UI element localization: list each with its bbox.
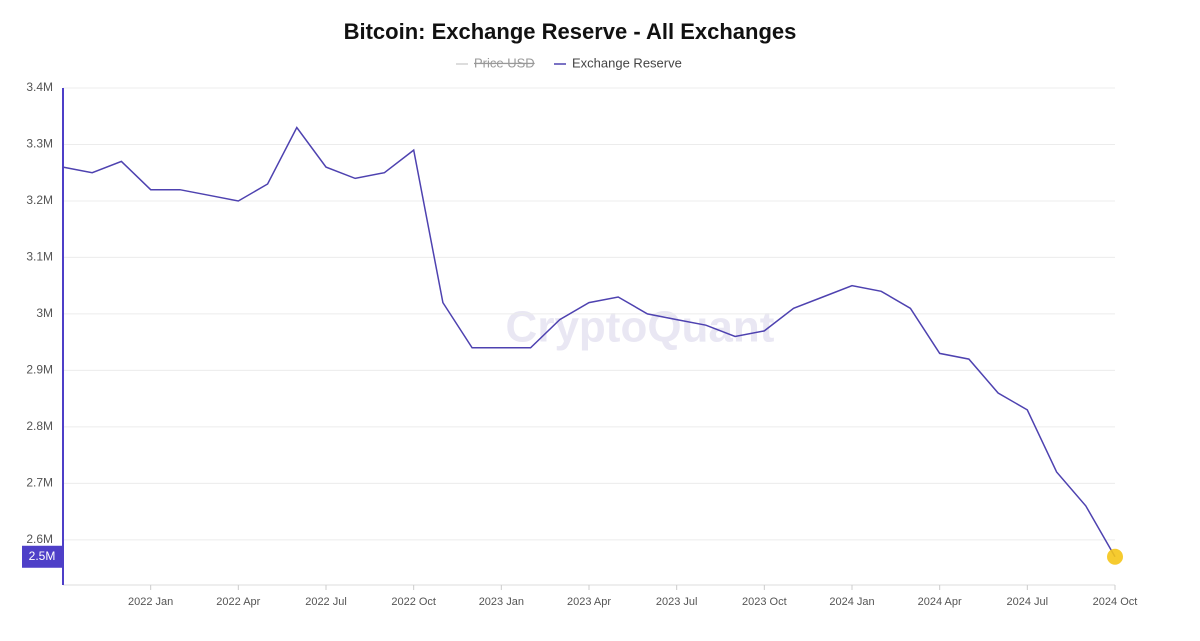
y-tick-label: 2.6M	[26, 532, 53, 546]
x-tick-label: 2023 Apr	[567, 596, 611, 608]
x-tick-label: 2024 Jul	[1007, 596, 1049, 608]
legend-label[interactable]: Price USD	[474, 55, 535, 70]
x-tick-label: 2023 Oct	[742, 596, 787, 608]
y-tick-label: 3.1M	[26, 250, 53, 264]
x-tick-label: 2023 Jan	[479, 596, 524, 608]
crosshair-label: 2.5M	[29, 549, 56, 563]
y-tick-label: 3.2M	[26, 193, 53, 207]
y-tick-label: 3.4M	[26, 80, 53, 94]
y-tick-label: 3M	[36, 306, 53, 320]
y-tick-label: 3.3M	[26, 137, 53, 151]
crosshair-box	[22, 545, 63, 568]
x-tick-label: 2024 Oct	[1093, 596, 1138, 608]
line-series	[62, 126, 1116, 558]
x-tick-label: 2022 Jan	[128, 596, 173, 608]
watermark: CryptoQuant	[506, 303, 775, 352]
x-tick-label: 2022 Apr	[216, 596, 260, 608]
legend-label[interactable]: Exchange Reserve	[572, 55, 682, 70]
x-tick-label: 2022 Oct	[391, 596, 436, 608]
y-tick-label: 2.7M	[26, 476, 53, 490]
x-tick-label: 2024 Apr	[918, 596, 962, 608]
x-tick-label: 2022 Jul	[305, 596, 347, 608]
y-tick-label: 2.8M	[26, 419, 53, 433]
x-tick-label: 2024 Jan	[829, 596, 874, 608]
chart-title: Bitcoin: Exchange Reserve - All Exchange…	[344, 19, 797, 44]
x-tick-label: 2023 Jul	[656, 596, 698, 608]
y-tick-label: 2.9M	[26, 363, 53, 377]
last-point	[1107, 548, 1123, 565]
